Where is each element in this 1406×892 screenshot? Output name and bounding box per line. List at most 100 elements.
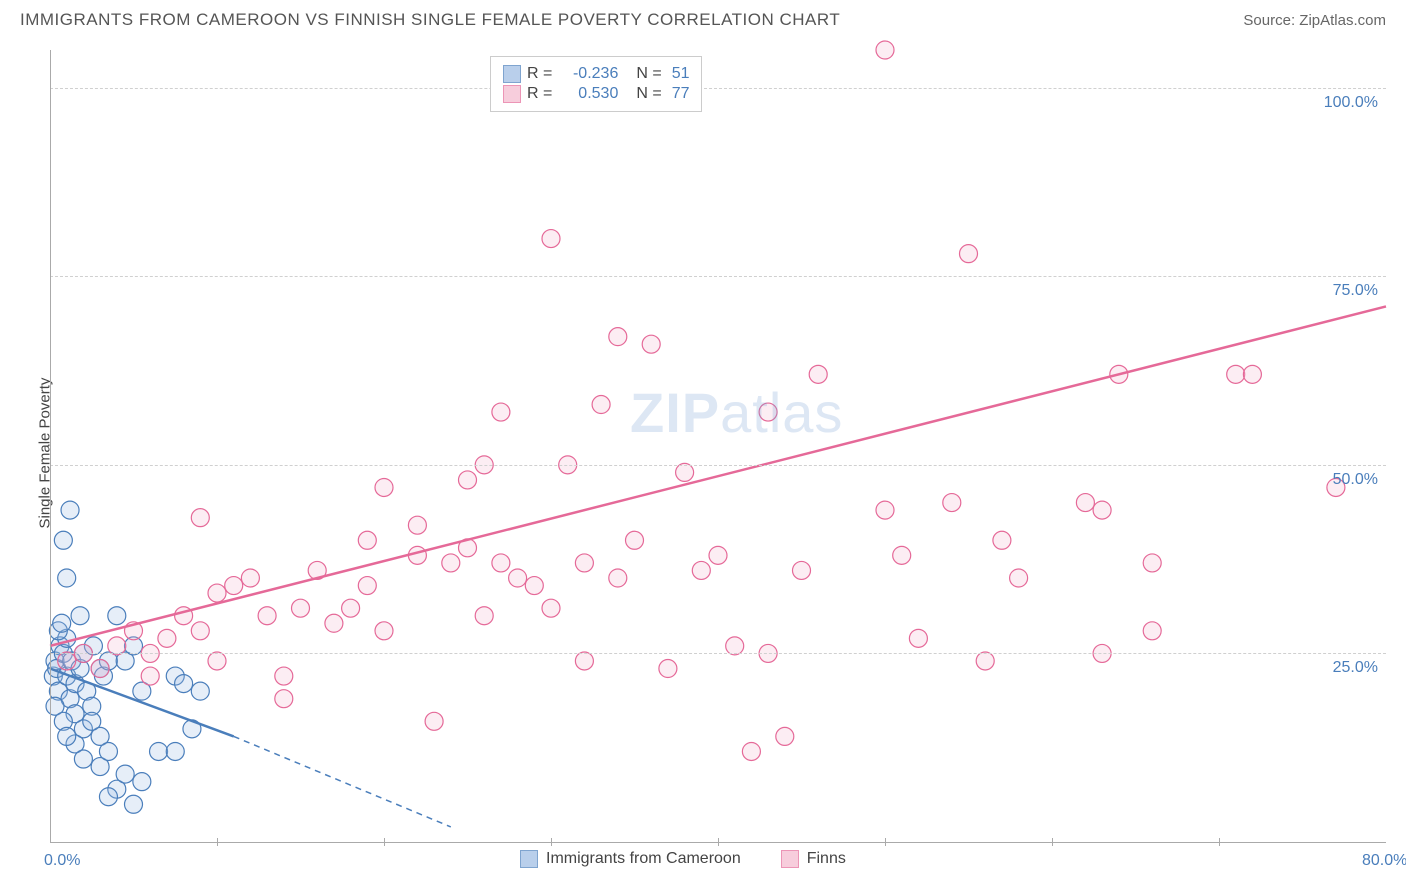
data-point	[525, 577, 543, 595]
chart-container: Single Female Poverty ZIPatlas 25.0%50.0…	[50, 50, 1386, 842]
n-label: N =	[636, 85, 661, 103]
trend-line-extension	[234, 736, 451, 827]
data-point	[358, 577, 376, 595]
data-point	[960, 245, 978, 263]
data-point	[99, 788, 117, 806]
data-point	[609, 328, 627, 346]
x-tick-label: 80.0%	[1362, 852, 1406, 870]
data-point	[325, 614, 343, 632]
data-point	[208, 584, 226, 602]
gridline	[50, 88, 1386, 89]
x-tick	[384, 838, 385, 846]
data-point	[1010, 569, 1028, 587]
x-tick-label: 0.0%	[44, 852, 80, 870]
data-point	[1093, 501, 1111, 519]
data-point	[408, 516, 426, 534]
chart-header: IMMIGRANTS FROM CAMEROON VS FINNISH SING…	[0, 0, 1406, 30]
data-point	[542, 599, 560, 617]
correlation-legend: R =-0.236N =51R =0.530N =77	[490, 56, 702, 112]
data-point	[54, 531, 72, 549]
data-point	[375, 622, 393, 640]
data-point	[191, 682, 209, 700]
data-point	[99, 742, 117, 760]
y-tick-label: 75.0%	[1333, 282, 1378, 300]
data-point	[191, 622, 209, 640]
legend-swatch	[503, 65, 521, 83]
data-point	[241, 569, 259, 587]
data-point	[759, 403, 777, 421]
x-tick	[551, 838, 552, 846]
data-point	[150, 742, 168, 760]
chart-title: IMMIGRANTS FROM CAMEROON VS FINNISH SING…	[20, 10, 840, 30]
trend-line	[50, 306, 1386, 645]
x-tick	[885, 838, 886, 846]
data-point	[575, 554, 593, 572]
legend-item: Finns	[781, 850, 846, 868]
y-tick-label: 25.0%	[1333, 659, 1378, 677]
data-point	[191, 509, 209, 527]
legend-swatch	[781, 850, 799, 868]
legend-swatch	[503, 85, 521, 103]
r-value: 0.530	[558, 85, 618, 103]
data-point	[909, 629, 927, 647]
x-tick	[718, 838, 719, 846]
data-point	[74, 750, 92, 768]
data-point	[125, 795, 143, 813]
data-point	[542, 230, 560, 248]
data-point	[1243, 365, 1261, 383]
data-point	[53, 614, 71, 632]
data-point	[61, 501, 79, 519]
legend-label: Finns	[807, 850, 846, 868]
data-point	[275, 667, 293, 685]
gridline	[50, 465, 1386, 466]
data-point	[108, 607, 126, 625]
data-point	[893, 546, 911, 564]
data-point	[208, 652, 226, 670]
x-tick	[217, 838, 218, 846]
data-point	[375, 478, 393, 496]
legend-item: Immigrants from Cameroon	[520, 850, 741, 868]
data-point	[1076, 494, 1094, 512]
legend-row: R =-0.236N =51	[503, 65, 689, 83]
data-point	[793, 561, 811, 579]
data-point	[258, 607, 276, 625]
n-value: 51	[672, 65, 690, 83]
data-point	[776, 727, 794, 745]
data-point	[442, 554, 460, 572]
data-point	[342, 599, 360, 617]
r-value: -0.236	[558, 65, 618, 83]
data-point	[575, 652, 593, 670]
data-point	[459, 471, 477, 489]
data-point	[91, 660, 109, 678]
n-value: 77	[672, 85, 690, 103]
n-label: N =	[636, 65, 661, 83]
gridline	[50, 276, 1386, 277]
data-point	[292, 599, 310, 617]
data-point	[659, 660, 677, 678]
data-point	[1227, 365, 1245, 383]
data-point	[225, 577, 243, 595]
series-legend: Immigrants from Cameroon Finns	[520, 850, 846, 868]
data-point	[509, 569, 527, 587]
x-tick	[1052, 838, 1053, 846]
data-point	[175, 675, 193, 693]
data-point	[58, 727, 76, 745]
data-point	[71, 607, 89, 625]
data-point	[358, 531, 376, 549]
data-point	[876, 501, 894, 519]
r-label: R =	[527, 85, 552, 103]
data-point	[676, 463, 694, 481]
data-point	[809, 365, 827, 383]
y-tick-label: 100.0%	[1324, 94, 1378, 112]
data-point	[609, 569, 627, 587]
data-point	[993, 531, 1011, 549]
y-tick-label: 50.0%	[1333, 471, 1378, 489]
data-point	[116, 765, 134, 783]
data-point	[626, 531, 644, 549]
data-point	[943, 494, 961, 512]
data-point	[58, 652, 76, 670]
plot-area: ZIPatlas 25.0%50.0%75.0%100.0%0.0%80.0%R…	[50, 50, 1386, 842]
data-point	[726, 637, 744, 655]
data-point	[976, 652, 994, 670]
data-point	[475, 607, 493, 625]
